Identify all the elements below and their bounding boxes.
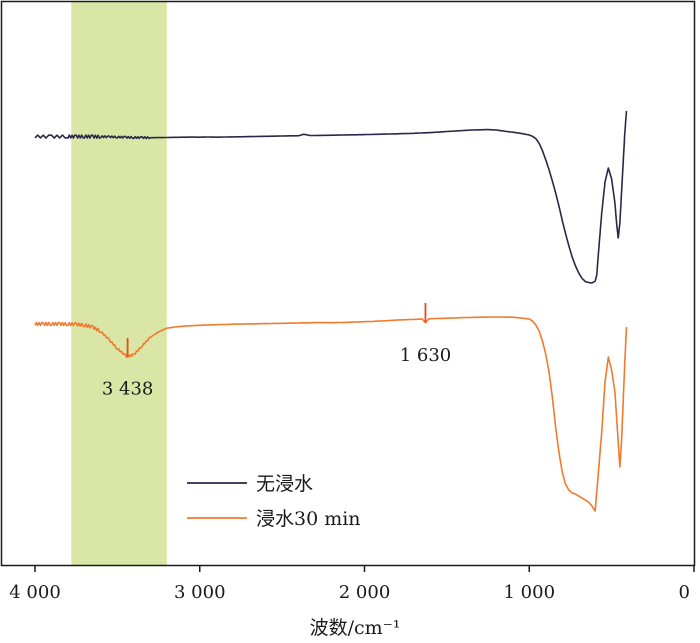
legend-label-0: 无浸水 (256, 473, 313, 495)
x-tick-label: 3 000 (174, 582, 226, 603)
highlight-band-layer (71, 2, 167, 565)
annotation-label: 3 438 (102, 379, 154, 400)
annotation-label: 1 630 (400, 345, 452, 366)
series-layer (34, 110, 628, 512)
legend: 无浸水 浸水30 min (187, 473, 361, 530)
x-axis-ticks: 4 000 3 000 2 000 1 000 0 (9, 565, 695, 603)
x-tick-label: 0 (679, 582, 690, 603)
series-line-0 (34, 110, 628, 284)
x-tick-label: 1 000 (503, 582, 555, 603)
x-axis-label: 波数/cm⁻¹ (310, 617, 401, 639)
annotation-layer: 3 438 1 630 (102, 303, 451, 400)
x-tick-label: 4 000 (9, 582, 61, 603)
highlight-band (71, 2, 167, 565)
legend-label-1: 浸水30 min (256, 508, 361, 530)
series-line-1 (34, 316, 628, 512)
plot-frame (0, 0, 696, 567)
x-tick-label: 2 000 (339, 582, 391, 603)
